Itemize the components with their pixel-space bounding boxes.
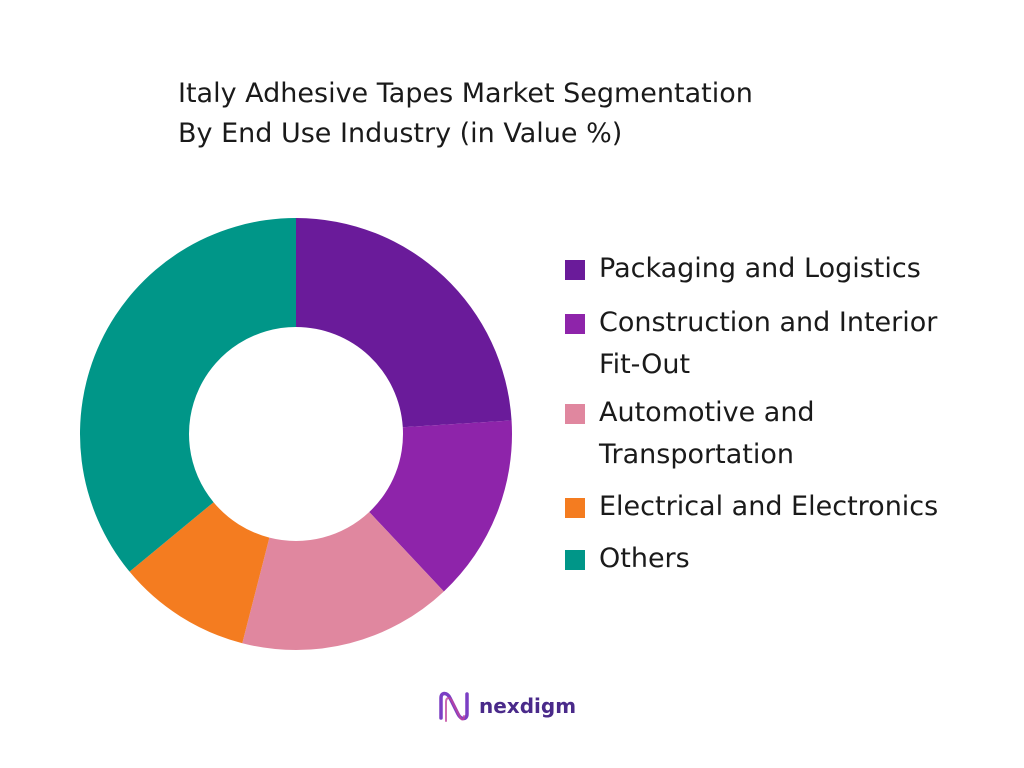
legend-label-automotive: Automotive and Transportation: [599, 397, 815, 470]
legend-swatch-electrical: [565, 498, 585, 518]
legend-item-construction: Construction and Interior Fit-Out: [565, 302, 937, 386]
donut-slice-electrical: [129, 502, 270, 644]
legend-item-electrical: Electrical and Electronics: [565, 486, 938, 528]
logo-wordmark: nexdigm: [479, 694, 577, 718]
legend-label-construction: Construction and Interior Fit-Out: [599, 307, 938, 380]
donut-slice-others: [79, 218, 296, 572]
legend-swatch-construction: [565, 314, 585, 334]
chart-title: Italy Adhesive Tapes Market Segmentation…: [178, 74, 753, 154]
legend-item-others: Others: [565, 538, 690, 580]
legend-swatch-others: [565, 550, 585, 570]
donut-slice-packaging: [296, 218, 512, 428]
nexdigm-logo-icon: [439, 691, 469, 722]
brand-logo: nexdigm: [437, 688, 576, 724]
legend-item-packaging: Packaging and Logistics: [565, 248, 921, 290]
legend-label-electrical: Electrical and Electronics: [599, 491, 939, 522]
legend-swatch-packaging: [565, 260, 585, 280]
chart-title-line-2: By End Use Industry (in Value %): [178, 118, 623, 149]
donut-slice-construction: [369, 420, 512, 592]
legend-label-packaging: Packaging and Logistics: [599, 253, 921, 284]
legend-label-others: Others: [599, 543, 690, 574]
chart-title-line-1: Italy Adhesive Tapes Market Segmentation: [178, 78, 753, 109]
legend-swatch-automotive: [565, 404, 585, 424]
donut-slice-automotive: [242, 511, 444, 650]
legend-item-automotive: Automotive and Transportation: [565, 392, 815, 476]
